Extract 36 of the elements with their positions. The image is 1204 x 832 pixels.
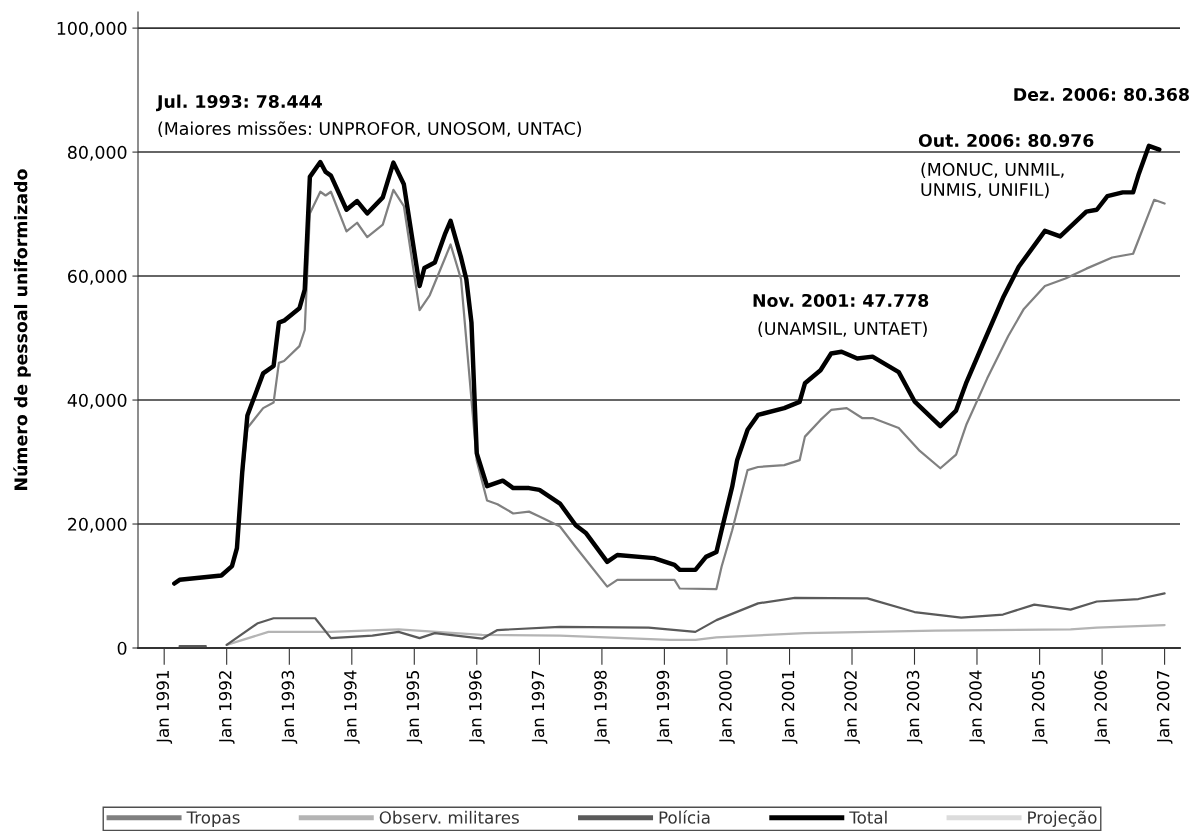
x-tick-label: Jan 1995 xyxy=(406,670,423,744)
annotation: Nov. 2001: 47.778 xyxy=(753,293,929,308)
x-tick-label: Jan 2002 xyxy=(844,671,860,744)
annotation: Out. 2006: 80.976 xyxy=(918,133,1094,148)
y-tick-label: 40,000 xyxy=(67,393,127,409)
y-axis-title: Número de pessoal uniformizado xyxy=(13,169,31,490)
annotation: Dez. 2006: 80.368 xyxy=(1014,87,1189,102)
x-tick-label: Jan 1993 xyxy=(281,670,298,744)
legend-label: Tropas xyxy=(186,811,240,827)
y-tick-label: 60,000 xyxy=(68,269,127,285)
annotation: (MONUC, UNMIL, UNMIS, UNIFIL) xyxy=(921,162,1064,199)
x-tick-label: Jan 1994 xyxy=(344,670,360,744)
x-tick-label: Jan 2006 xyxy=(1094,670,1111,744)
legend-label: Projeção xyxy=(1028,810,1097,827)
annotation: (Maiores missões: UNPROFOR, UNOSOM, UNTAC) xyxy=(158,121,581,138)
y-tick-label: 0 xyxy=(117,641,127,655)
x-tick-label: Jan 2000 xyxy=(719,670,735,744)
annotation: (UNAMSIL, UNTAET) xyxy=(758,321,927,338)
x-tick-label: Jan 1992 xyxy=(218,671,235,744)
x-tick-label: Jan 1999 xyxy=(656,670,673,744)
x-tick-label: Jan 2003 xyxy=(906,670,923,744)
x-tick-label: Jan 2005 xyxy=(1031,670,1048,744)
x-tick-label: Jan 1998 xyxy=(594,670,610,744)
y-tick-label: 80,000 xyxy=(68,145,127,161)
x-tick-label: Jan 2007 xyxy=(1156,670,1173,744)
x-tick-label: Jan 2004 xyxy=(969,670,985,744)
y-tick-label: 20,000 xyxy=(68,517,127,533)
legend-label: Total xyxy=(849,810,887,824)
x-tick-label: Jan 1997 xyxy=(531,670,548,744)
x-tick-label: Jan 1996 xyxy=(469,670,485,744)
legend-label: Polícia xyxy=(659,810,710,824)
annotation: Jul. 1993: 78.444 xyxy=(156,94,322,112)
x-tick-label: Jan 1991 xyxy=(156,671,173,744)
legend-label: Observ. militares xyxy=(379,810,519,824)
x-tick-label: Jan 2001 xyxy=(781,671,798,744)
y-tick-label: 100,000 xyxy=(57,21,127,37)
